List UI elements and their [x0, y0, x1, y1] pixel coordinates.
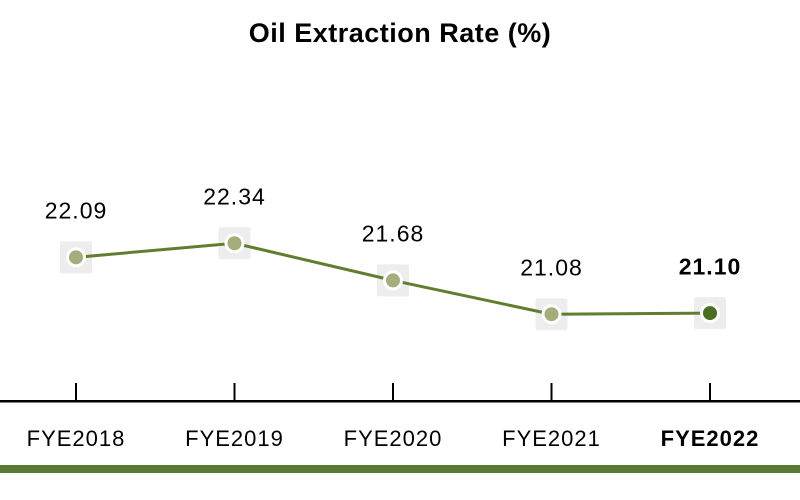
value-label-FYE2022: 21.10 [678, 253, 742, 280]
x-axis-label-FYE2018: FYE2018 [26, 426, 126, 451]
x-axis-label-FYE2022: FYE2022 [660, 426, 760, 451]
x-tick-FYE2021 [550, 383, 553, 402]
data-point-marker-FYE2019 [224, 233, 245, 254]
x-tick-FYE2022 [709, 383, 711, 402]
x-tick-FYE2018 [75, 383, 77, 402]
data-point-marker-FYE2018 [66, 247, 86, 268]
x-tick-FYE2020 [392, 383, 394, 402]
chart-title: Oil Extraction Rate (%) [248, 18, 552, 48]
value-label-FYE2019: 22.34 [203, 183, 266, 210]
x-axis-label-FYE2020: FYE2020 [343, 426, 443, 451]
x-axis-label-FYE2019: FYE2019 [185, 426, 284, 451]
data-point-marker-FYE2022 [700, 303, 720, 324]
footer-accent-bar [0, 465, 800, 473]
x-axis-label-FYE2021: FYE2021 [502, 426, 601, 451]
data-point-marker-FYE2021 [541, 304, 562, 325]
data-point-marker-FYE2020 [383, 270, 403, 291]
value-label-FYE2018: 22.09 [44, 197, 108, 224]
x-tick-FYE2019 [233, 383, 236, 402]
x-axis-line [0, 400, 800, 403]
value-label-FYE2020: 21.68 [361, 220, 425, 247]
value-label-FYE2021: 21.08 [520, 254, 583, 281]
